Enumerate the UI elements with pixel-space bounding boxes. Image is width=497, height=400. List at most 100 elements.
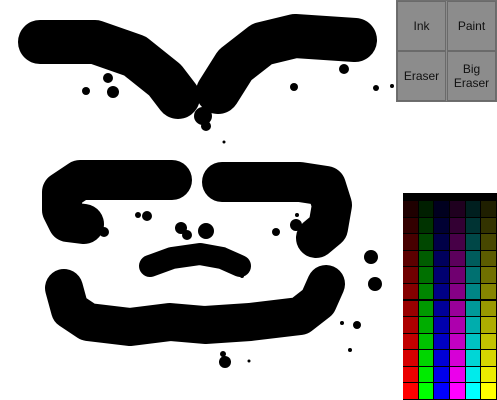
color-swatch[interactable]	[403, 333, 418, 350]
color-swatch[interactable]	[465, 234, 481, 250]
color-swatch[interactable]	[434, 350, 449, 366]
color-swatch[interactable]	[481, 317, 496, 333]
color-swatch[interactable]	[465, 283, 481, 300]
ink-dot	[340, 321, 344, 325]
color-swatch[interactable]	[465, 267, 481, 283]
color-swatch[interactable]	[403, 250, 418, 267]
ink-tool-button[interactable]: Ink	[397, 1, 446, 51]
ink-dot	[198, 223, 214, 239]
color-swatch[interactable]	[418, 383, 434, 399]
ink-dot	[219, 356, 231, 368]
color-swatch[interactable]	[465, 201, 481, 217]
ink-dot	[373, 85, 379, 91]
color-swatch[interactable]	[418, 267, 434, 283]
color-swatch[interactable]	[450, 300, 465, 317]
color-swatch[interactable]	[450, 333, 465, 350]
color-swatch[interactable]	[450, 366, 465, 383]
color-swatch[interactable]	[434, 383, 449, 399]
color-swatch[interactable]	[465, 317, 481, 333]
color-swatch[interactable]	[434, 267, 449, 283]
color-swatch[interactable]	[434, 217, 449, 234]
color-swatch[interactable]	[481, 350, 496, 366]
color-swatch[interactable]	[434, 317, 449, 333]
ink-dot	[222, 140, 226, 144]
color-swatch[interactable]	[434, 366, 449, 383]
ink-dot	[194, 107, 212, 125]
color-swatch[interactable]	[418, 333, 434, 350]
paint-tool-button[interactable]: Paint	[447, 1, 496, 51]
ink-dot	[247, 359, 251, 363]
color-swatch[interactable]	[434, 250, 449, 267]
color-swatch[interactable]	[418, 366, 434, 383]
color-swatch[interactable]	[403, 300, 418, 317]
color-swatch[interactable]	[465, 300, 481, 317]
color-palette[interactable]	[403, 193, 497, 400]
color-swatch[interactable]	[434, 234, 449, 250]
color-swatch[interactable]	[403, 201, 418, 217]
color-swatch[interactable]	[418, 283, 434, 300]
color-swatch[interactable]	[403, 234, 418, 250]
color-swatch[interactable]	[403, 317, 418, 333]
color-swatch[interactable]	[450, 350, 465, 366]
ink-stroke	[45, 265, 345, 346]
color-swatch[interactable]	[403, 217, 418, 234]
ink-dot	[99, 227, 109, 237]
color-swatch[interactable]	[481, 300, 496, 317]
color-swatch[interactable]	[418, 217, 434, 234]
color-swatch[interactable]	[418, 234, 434, 250]
color-swatch[interactable]	[450, 217, 465, 234]
color-swatch[interactable]	[434, 333, 449, 350]
color-swatch[interactable]	[403, 366, 418, 383]
color-swatch[interactable]	[465, 333, 481, 350]
ink-stroke	[139, 243, 251, 277]
color-swatch[interactable]	[450, 250, 465, 267]
color-swatch[interactable]	[450, 317, 465, 333]
ink-stroke	[42, 160, 192, 244]
color-swatch[interactable]	[403, 283, 418, 300]
color-swatch[interactable]	[434, 201, 449, 217]
color-swatch[interactable]	[465, 366, 481, 383]
color-swatch[interactable]	[481, 333, 496, 350]
ink-dot	[142, 211, 152, 221]
color-swatch[interactable]	[418, 250, 434, 267]
color-swatch[interactable]	[450, 283, 465, 300]
big-eraser-tool-button[interactable]: Big Eraser	[447, 51, 496, 101]
color-swatch[interactable]	[481, 267, 496, 283]
color-swatch[interactable]	[418, 350, 434, 366]
color-swatch[interactable]	[465, 217, 481, 234]
color-swatch[interactable]	[481, 234, 496, 250]
color-swatch[interactable]	[403, 267, 418, 283]
color-swatch[interactable]	[481, 217, 496, 234]
ink-stroke	[18, 20, 200, 119]
color-swatch[interactable]	[403, 383, 418, 399]
ink-dot	[353, 321, 361, 329]
ink-dot	[107, 86, 119, 98]
color-swatch[interactable]	[434, 283, 449, 300]
color-swatch[interactable]	[450, 201, 465, 217]
ink-dot	[182, 230, 192, 240]
ink-tool-label: Ink	[413, 19, 430, 33]
color-swatch[interactable]	[450, 234, 465, 250]
color-swatch[interactable]	[465, 350, 481, 366]
color-swatch[interactable]	[465, 250, 481, 267]
color-swatch[interactable]	[450, 267, 465, 283]
color-swatch[interactable]	[434, 300, 449, 317]
ink-dot	[390, 84, 394, 88]
color-swatch[interactable]	[481, 201, 496, 217]
paint-tool-label: Paint	[457, 19, 486, 33]
color-swatch[interactable]	[403, 350, 418, 366]
ink-stroke	[196, 14, 377, 114]
color-swatch[interactable]	[481, 250, 496, 267]
color-swatch[interactable]	[418, 201, 434, 217]
color-swatch[interactable]	[418, 317, 434, 333]
color-swatch[interactable]	[450, 383, 465, 399]
color-swatch[interactable]	[418, 300, 434, 317]
color-swatch[interactable]	[481, 366, 496, 383]
big-eraser-tool-label: Big Eraser	[453, 62, 490, 90]
color-swatch[interactable]	[481, 383, 496, 399]
ink-dot	[240, 274, 244, 278]
color-swatch[interactable]	[465, 383, 481, 399]
eraser-tool-button[interactable]: Eraser	[397, 51, 446, 101]
color-swatch[interactable]	[481, 283, 496, 300]
